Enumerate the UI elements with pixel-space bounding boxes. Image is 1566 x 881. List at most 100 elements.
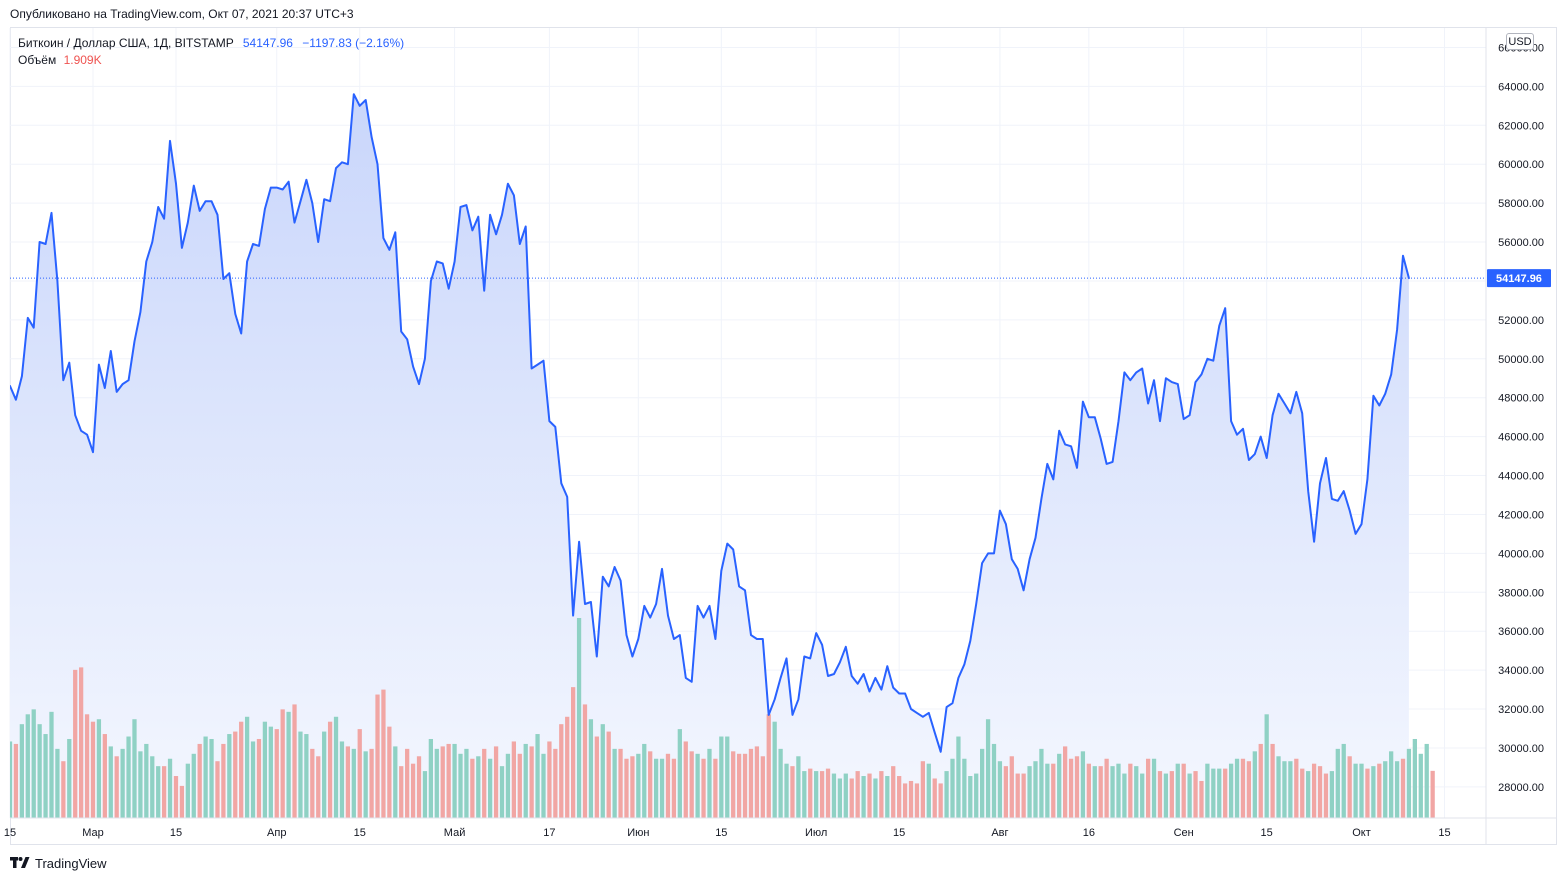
volume-bar	[1009, 756, 1014, 818]
volume-bar	[1086, 763, 1091, 818]
volume-bar	[120, 748, 125, 818]
y-tick-label: 34000.00	[1498, 665, 1544, 677]
volume-bar	[1051, 763, 1056, 818]
volume-bar	[244, 716, 250, 818]
y-tick-label: 36000.00	[1498, 626, 1544, 638]
x-tick-label: 16	[1083, 827, 1095, 839]
volume-bar	[1140, 773, 1145, 818]
volume-bar	[322, 731, 327, 818]
volume-bar	[914, 783, 920, 818]
volume-bar	[985, 719, 991, 818]
volume-bar	[606, 731, 611, 818]
volume-bar	[837, 778, 843, 818]
volume-bar	[1389, 751, 1394, 818]
volume-bar	[1068, 758, 1074, 818]
volume-bar	[819, 771, 825, 818]
volume-bar	[298, 731, 303, 818]
price-area	[10, 94, 1409, 818]
volume-bar	[944, 771, 949, 818]
volume-bar	[1134, 766, 1139, 818]
volume-bar	[1116, 763, 1121, 818]
volume-bar	[138, 751, 143, 818]
volume-bar	[885, 776, 890, 818]
tradingview-logo[interactable]: TradingView	[10, 855, 107, 871]
volume-bar	[1110, 766, 1115, 818]
volume-bar	[339, 741, 345, 818]
volume-bar	[802, 771, 807, 818]
x-tick-label: 15	[354, 827, 366, 839]
volume-bar	[1187, 773, 1192, 818]
volume-bar	[908, 780, 914, 818]
volume-bar	[825, 768, 831, 818]
volume-bar	[689, 751, 694, 818]
volume-bar	[132, 719, 137, 818]
y-tick-label: 42000.00	[1498, 509, 1544, 521]
volume-bar	[67, 738, 72, 818]
volume-bar	[873, 778, 878, 818]
volume-bar	[422, 771, 428, 818]
volume-bar	[1288, 761, 1293, 818]
volume-bar	[861, 776, 866, 818]
x-tick-label: 15	[1261, 827, 1273, 839]
volume-bar	[464, 748, 469, 818]
volume-bar	[1021, 773, 1026, 818]
volume-bar	[980, 748, 985, 818]
volume-bar	[90, 721, 96, 818]
volume-bar	[55, 748, 60, 818]
volume-bar	[642, 743, 647, 818]
volume-bar	[1122, 773, 1127, 818]
volume-bar	[535, 734, 540, 818]
price-axis[interactable]: 28000.00 30000.00 32000.00 34000.00 36000.00…	[1485, 27, 1544, 845]
volume-bar	[962, 758, 967, 818]
volume-bar	[333, 716, 339, 818]
volume-bar	[327, 721, 333, 818]
volume-bar	[784, 763, 789, 818]
volume-bar	[43, 734, 48, 818]
volume-bar	[1341, 743, 1346, 818]
price-line-group	[10, 93, 1486, 753]
y-tick-label: 62000.00	[1498, 120, 1544, 132]
volume-bar	[1365, 768, 1370, 818]
x-tick-label: Сен	[1174, 827, 1194, 839]
volume-bar	[458, 753, 463, 818]
volume-label[interactable]: Объём	[18, 53, 57, 67]
volume-bar	[624, 758, 629, 818]
volume-bar	[991, 743, 997, 818]
volume-bar	[31, 709, 36, 818]
volume-bar	[393, 746, 398, 818]
volume-bar	[416, 756, 422, 818]
volume-value: 1.909K	[63, 53, 102, 67]
volume-bar	[814, 771, 819, 818]
volume-bar	[796, 756, 801, 818]
x-tick-label: 17	[543, 827, 555, 839]
volume-bar	[559, 724, 564, 818]
volume-bar	[274, 729, 279, 818]
volume-bar	[648, 751, 653, 818]
volume-bar	[891, 766, 896, 818]
y-tick-label: 52000.00	[1498, 315, 1544, 327]
y-tick-label: 46000.00	[1498, 432, 1544, 444]
x-tick-label: 15	[893, 827, 905, 839]
volume-bar	[671, 758, 677, 818]
volume-bar	[10, 741, 13, 818]
symbol-title[interactable]: Биткоин / Доллар США, 1Д, BITSTAMP	[18, 36, 234, 50]
volume-bar	[1145, 758, 1151, 818]
volume-bar	[1406, 748, 1412, 818]
volume-bar	[280, 709, 285, 818]
volume-bar	[897, 776, 902, 818]
volume-bar	[1003, 766, 1008, 818]
x-tick-label: Апр	[267, 827, 286, 839]
currency-badge[interactable]: USD	[1506, 33, 1534, 50]
volume-bar	[843, 773, 848, 818]
price-line[interactable]	[10, 93, 1410, 753]
volume-bar	[926, 763, 931, 818]
time-axis[interactable]: 15 Мар 15 Апр 15 Май 17 Июн 15 Июл 15 Авг 16 Сен 15 Окт…	[4, 817, 1556, 839]
volume-bar	[79, 667, 84, 818]
volume-bar	[1104, 758, 1109, 818]
volume-bar	[938, 783, 943, 818]
volume-bar	[363, 751, 368, 818]
volume-bar	[156, 766, 161, 818]
volume-bar	[369, 748, 374, 818]
volume-bar	[1217, 768, 1222, 818]
